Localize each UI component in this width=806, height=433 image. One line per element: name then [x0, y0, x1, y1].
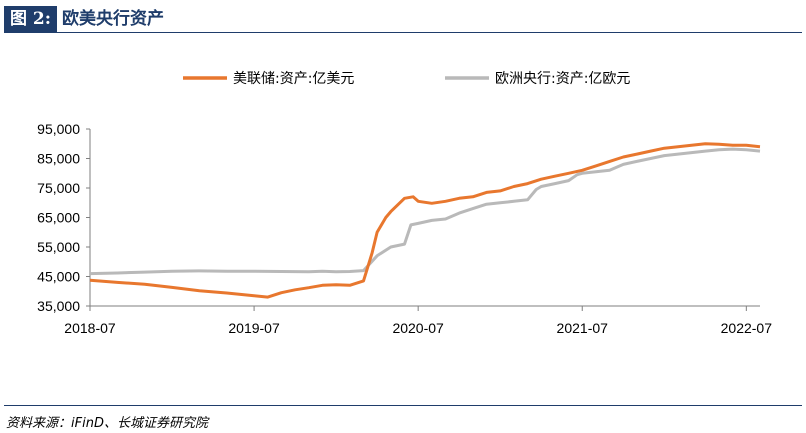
y-tick-label: 35,000: [37, 298, 80, 314]
y-tick-label: 55,000: [37, 239, 80, 255]
legend-item-ecb: 欧洲央行:资产:亿欧元: [445, 71, 630, 87]
x-tick-label: 2021-07: [557, 320, 609, 336]
x-tick-label: 2022-07: [721, 320, 773, 336]
legend-label: 美联储:资产:亿美元: [233, 71, 354, 87]
figure-title: 欧美央行资产: [62, 9, 164, 29]
y-tick-label: 95,000: [37, 121, 80, 137]
series-line-ecb: [89, 147, 761, 276]
line-chart: 美联储:资产:亿美元 欧洲央行:资产:亿欧元 95,000 85,000 75,000…: [37, 71, 772, 336]
legend-label: 欧洲央行:资产:亿欧元: [495, 71, 630, 87]
series-line-fed: [89, 142, 761, 299]
legend-item-fed: 美联储:资产:亿美元: [183, 71, 354, 87]
figure-header: 图 2: 欧美央行资产: [4, 6, 802, 33]
y-tick-label: 85,000: [37, 151, 80, 167]
series-lines: [89, 142, 761, 299]
x-tick-label: 2019-07: [228, 320, 280, 336]
figure-number: 图 2:: [4, 6, 58, 32]
y-tick-label: 65,000: [37, 210, 80, 226]
y-tick-label: 75,000: [37, 180, 80, 196]
x-tick-label: 2018-07: [64, 320, 116, 336]
source-note: 资料来源：iFinD、长城证券研究院: [6, 416, 208, 431]
legend: 美联储:资产:亿美元 欧洲央行:资产:亿欧元: [183, 71, 630, 87]
chart-area: 美联储:资产:亿美元 欧洲央行:资产:亿欧元 95,000 85,000 75,000…: [0, 40, 806, 380]
axes: 95,000 85,000 75,000 65,000 55,000 45,000 35,0…: [37, 121, 772, 336]
x-tick-label: 2020-07: [392, 320, 444, 336]
y-tick-label: 45,000: [37, 269, 80, 285]
footer-rule: [4, 405, 802, 406]
